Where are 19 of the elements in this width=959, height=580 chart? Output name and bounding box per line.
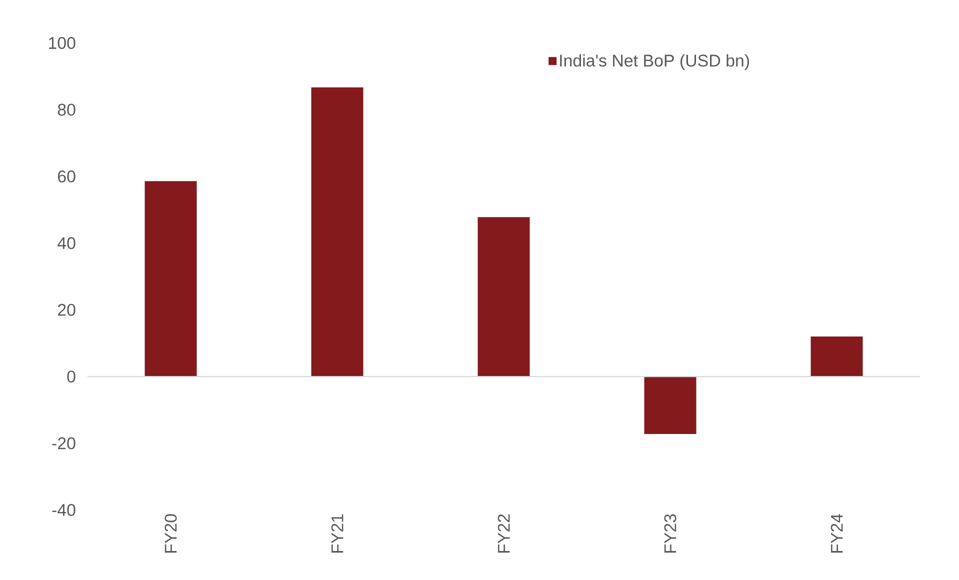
y-tick-label: -20: [52, 437, 76, 450]
bar: [644, 376, 696, 434]
bar: [810, 336, 863, 377]
x-tick-label: FY23: [664, 514, 676, 553]
x-tick-label: FY20: [164, 514, 177, 553]
x-tick-label: FY22: [498, 514, 510, 553]
x-tick-label: FY21: [331, 514, 344, 553]
y-tick-label: 20: [58, 304, 76, 316]
y-tick-label: 80: [58, 104, 76, 116]
x-tick-label: FY24: [830, 514, 843, 553]
bar: [144, 181, 197, 377]
legend-label: India's Net BoP (USD bn): [560, 54, 749, 70]
y-tick-label: 60: [58, 170, 76, 182]
bar: [311, 87, 364, 377]
y-tick-label: -40: [52, 504, 76, 516]
y-tick-label: 40: [58, 237, 76, 250]
y-tick-label: 100: [49, 36, 76, 49]
y-tick-label: 0: [67, 370, 76, 383]
bar: [478, 217, 530, 377]
